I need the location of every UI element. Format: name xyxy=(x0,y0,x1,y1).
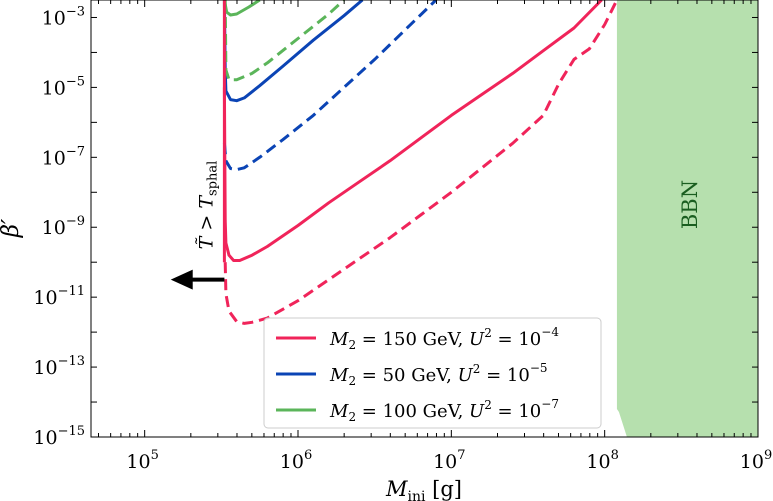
y-tick-label: 10−7 xyxy=(42,144,85,169)
y-tick-label: 10−9 xyxy=(42,214,85,239)
y-tick-label: 10−3 xyxy=(42,4,85,29)
threshold-annotation: T̃ > Tsphal xyxy=(195,161,220,250)
x-tick-label: 109 xyxy=(740,448,772,473)
legend-label-green: M2 = 100 GeV, U2 = 10−7 xyxy=(329,397,559,424)
legend-label-red: M2 = 150 GeV, U2 = 10−4 xyxy=(329,325,559,352)
series-blue-solid-line xyxy=(222,0,364,103)
legend-label-blue: M2 = 50 GeV, U2 = 10−5 xyxy=(329,361,548,388)
x-axis-label: Mini [g] xyxy=(385,477,462,501)
x-tick-label: 108 xyxy=(586,448,618,473)
ticks-layer xyxy=(91,0,758,438)
legend: M2 = 150 GeV, U2 = 10−4 M2 = 50 GeV, U2 =… xyxy=(263,317,602,429)
series-red-dashed-line xyxy=(223,0,619,325)
y-tick-label: 10−11 xyxy=(33,284,85,309)
legend-box xyxy=(263,317,602,429)
series-green-solid-line xyxy=(222,0,261,17)
plot-frame xyxy=(90,0,759,438)
arrow-head xyxy=(170,269,193,290)
series-layer xyxy=(222,0,619,325)
x-tick-label: 106 xyxy=(280,448,312,473)
labels-layer: 105 106 107 108 109 10−3 10−5 10−7 10−9 10−11 10−1… xyxy=(0,4,772,501)
x-tick-label: 107 xyxy=(433,448,465,473)
series-green-dashed-line xyxy=(223,0,346,82)
series-red-solid-line xyxy=(222,0,603,262)
y-tick-label: 10−5 xyxy=(42,74,85,99)
annotation-layer: T̃ > Tsphal xyxy=(170,161,225,290)
y-axis-label: β′ xyxy=(0,218,24,238)
x-tick-label: 105 xyxy=(126,448,158,473)
y-tick-label: 10−15 xyxy=(33,424,85,449)
bbn-region xyxy=(616,0,758,437)
series-blue-dashed-line xyxy=(222,0,438,172)
regions-layer: BBN xyxy=(616,0,758,437)
bbn-label: BBN xyxy=(678,180,702,229)
y-tick-label: 10−13 xyxy=(33,354,85,379)
